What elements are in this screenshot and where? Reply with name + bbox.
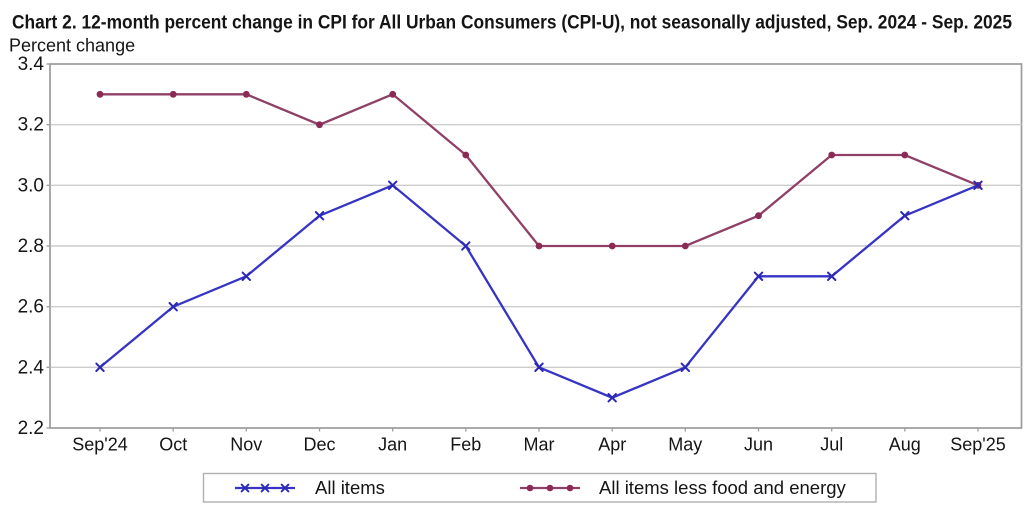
svg-text:Percent change: Percent change [9, 36, 135, 56]
svg-text:Chart 2. 12-month percent chan: Chart 2. 12-month percent change in CPI … [12, 12, 1012, 34]
svg-text:Aug: Aug [889, 435, 921, 455]
svg-text:2.2: 2.2 [18, 418, 44, 439]
svg-text:3.4: 3.4 [18, 54, 45, 75]
svg-text:3.2: 3.2 [18, 115, 44, 136]
svg-text:2.6: 2.6 [18, 297, 44, 318]
svg-text:Mar: Mar [524, 435, 555, 455]
svg-text:May: May [668, 435, 702, 455]
svg-text:Dec: Dec [303, 435, 335, 455]
svg-text:Feb: Feb [450, 435, 481, 455]
svg-text:2.8: 2.8 [18, 236, 44, 257]
svg-text:All items less food and energy: All items less food and energy [599, 477, 847, 498]
svg-text:Nov: Nov [230, 435, 262, 455]
svg-text:Sep'25: Sep'25 [950, 435, 1006, 455]
svg-text:Apr: Apr [598, 435, 626, 455]
svg-text:2.4: 2.4 [18, 357, 45, 378]
svg-text:Jan: Jan [378, 435, 407, 455]
svg-text:Jul: Jul [820, 435, 843, 455]
svg-text:All items: All items [315, 477, 385, 498]
svg-text:3.0: 3.0 [18, 175, 44, 196]
svg-text:Oct: Oct [159, 435, 187, 455]
svg-text:Sep'24: Sep'24 [72, 435, 128, 455]
svg-text:Jun: Jun [744, 435, 773, 455]
